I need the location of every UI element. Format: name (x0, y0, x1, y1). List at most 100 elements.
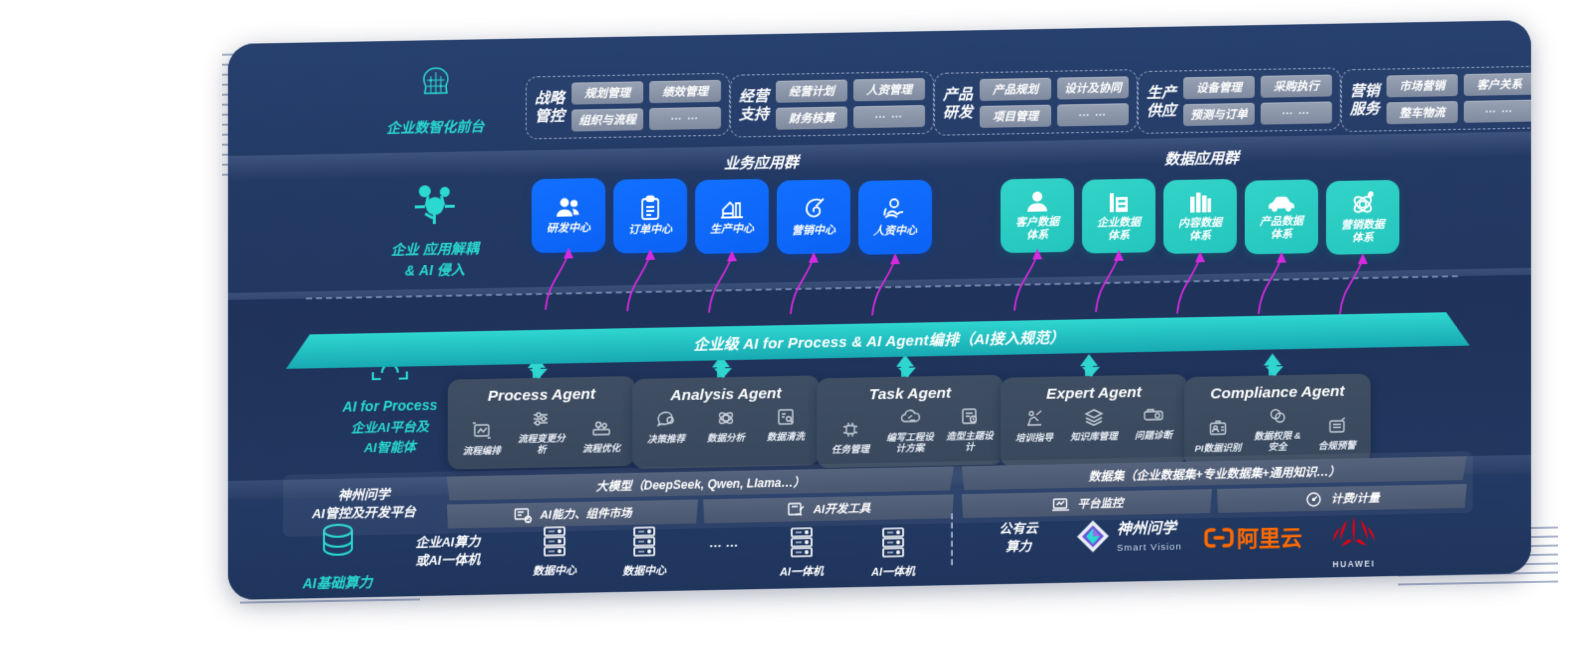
agent-arrow-icon (529, 368, 548, 380)
diagnose-icon (1143, 411, 1165, 428)
training-icon (1024, 414, 1044, 431)
data-card-enterprise[interactable]: 企业数据 体系 (1082, 178, 1156, 254)
platform-devtool-bar[interactable]: AI开发工具 (703, 494, 954, 523)
cloud-pen-icon (899, 413, 921, 430)
users-icon (555, 195, 583, 219)
agent-item-caption: 流程优化 (582, 442, 621, 455)
infra-enterprise-label: 企业AI算力 或AI一体机 (388, 532, 508, 570)
agent-item[interactable]: 数据权限 & 安全 (1250, 407, 1306, 454)
infra-node-aimachine-2[interactable]: AI一体机 (858, 526, 928, 580)
agent-item[interactable]: 培训指导 (1007, 408, 1063, 445)
brain-icon (348, 63, 523, 115)
logo-shenzhou[interactable]: 神州问学 Smart Vision (1075, 517, 1182, 560)
group-chip[interactable]: 规划管理 (571, 81, 644, 105)
app-card-label: 人资中心 (873, 225, 918, 238)
agent-item[interactable]: 知识库管理 (1066, 407, 1122, 444)
atom-gear-icon (716, 414, 736, 431)
platform-market-bar[interactable]: AI能力、组件市场 (447, 500, 698, 529)
platform-left-column: 大模型（DeepSeek, Qwen, Llama…） AI能力、组件市场 (447, 466, 954, 528)
agent-arrow-icon (898, 367, 917, 378)
agent-card-expert[interactable]: Expert Agent 培训指导 知识 (1000, 366, 1188, 468)
sidebar-label-front: 企业数智化前台 (386, 118, 485, 137)
infra-node-aimachine-1[interactable]: AI一体机 (767, 526, 837, 580)
sidebar-item-decouple: 企业 应用解耦 & AI 侵入 (340, 180, 530, 283)
business-apps-title: 业务应用群 (723, 154, 799, 173)
agent-item[interactable]: 问题诊断 (1126, 406, 1182, 443)
top-group-name: 生产 供应 (1146, 83, 1177, 120)
group-chip[interactable]: 采购执行 (1260, 74, 1333, 98)
group-chip[interactable]: 项目管理 (979, 104, 1052, 128)
group-chip[interactable]: 绩效管理 (649, 79, 722, 104)
app-card-label: 营销中心 (791, 224, 836, 238)
app-card-rd-center[interactable]: 研发中心 (531, 177, 606, 254)
top-group-strategy[interactable]: 战略 管控 规划管理 绩效管理 组织与流程 … … (525, 72, 730, 140)
people-analytics-icon (881, 196, 909, 222)
agent-card-analysis[interactable]: Analysis Agent 决策推荐 (632, 368, 820, 469)
app-card-hr-center[interactable]: 人资中心 (858, 179, 932, 255)
top-group-production-supply[interactable]: 生产 供应 设备管理 采购执行 预测与订单 … … (1137, 67, 1341, 134)
group-chip[interactable]: 预测与订单 (1183, 102, 1255, 127)
group-chip[interactable]: 设计及协同 (1057, 76, 1129, 100)
agent-item[interactable]: 流程变更分析 (514, 409, 570, 456)
sidebar-label-infra: AI基础算力 (302, 574, 373, 592)
top-group-product-rd[interactable]: 产品 研发 产品规划 设计及协同 项目管理 … … (933, 69, 1138, 136)
infra-enterprise-text: 企业AI算力 或AI一体机 (415, 533, 481, 568)
top-group-marketing-service[interactable]: 营销 服务 市场营销 客户关系 整车物流 … … (1340, 65, 1532, 133)
server-icon (541, 527, 569, 562)
group-chip[interactable]: 经营计划 (775, 79, 848, 103)
agent-arrow-icon (1082, 366, 1100, 378)
group-chip-more[interactable]: … … (853, 105, 926, 129)
agent-card-task[interactable]: Task Agent 任务管理 (816, 367, 1004, 469)
infra-node-datacenter-1[interactable]: 数据中心 (520, 525, 590, 580)
app-card-marketing-center[interactable]: 营销中心 (776, 179, 851, 255)
data-card-customer[interactable]: 客户数据 体系 (1000, 177, 1075, 254)
database-icon (250, 518, 425, 570)
group-chip-more[interactable]: … … (1057, 103, 1129, 127)
group-chip[interactable]: 市场营销 (1386, 74, 1458, 98)
app-card-production-center[interactable]: 生产中心 (695, 178, 769, 255)
group-chip[interactable]: 整车物流 (1386, 101, 1458, 125)
agent-item[interactable]: 决策推荐 (638, 410, 694, 447)
platform-monitor-bar[interactable]: 平台监控 (962, 489, 1212, 518)
top-group-operations[interactable]: 经营 支持 经营计划 人资管理 财务核算 … … (729, 70, 934, 138)
data-card-marketing[interactable]: 营销数据 体系 (1326, 179, 1400, 255)
agent-item[interactable]: 合规预警 (1309, 416, 1364, 453)
agent-item[interactable]: 造型主题设计 (942, 407, 998, 454)
logo-huawei[interactable]: HUAWEI (1331, 515, 1377, 570)
app-card-order-center[interactable]: 订单中心 (613, 178, 688, 254)
agent-item-caption: 数据权限 & 安全 (1253, 430, 1302, 453)
group-chip[interactable]: 产品规划 (979, 77, 1052, 102)
data-card-label: 营销数据 体系 (1340, 218, 1385, 244)
agent-card-process[interactable]: Process Agent 流程编排 流 (447, 368, 636, 470)
agent-item[interactable]: 数据清洗 (758, 407, 814, 444)
server-icon (630, 544, 658, 562)
agent-title: Analysis Agent (670, 385, 782, 405)
sliders-icon (532, 412, 552, 432)
agent-item[interactable]: 流程优化 (573, 419, 629, 456)
sidebar-label-decouple-1: 企业 应用解耦 (390, 240, 479, 259)
group-chip[interactable]: 组织与流程 (571, 108, 644, 132)
orchestration-label: 企业级 AI for Process & AI Agent编排（AI接入规范） (693, 329, 1065, 354)
clipboard-icon (638, 195, 662, 221)
platform-billing-bar[interactable]: 计费/计量 (1217, 484, 1467, 513)
group-chip-more[interactable]: … … (649, 106, 722, 131)
group-chip[interactable]: 财务核算 (775, 106, 848, 130)
group-chip-more[interactable]: … … (1260, 101, 1333, 125)
group-chip[interactable]: 人资管理 (853, 78, 926, 102)
data-card-product[interactable]: 产品数据 体系 (1244, 179, 1319, 255)
group-chip[interactable]: 设备管理 (1183, 75, 1255, 100)
platform-monitor-label: 平台监控 (1077, 497, 1124, 511)
agent-item[interactable]: PI数据识别 (1190, 418, 1246, 455)
platform-right-column: 数据集（企业数据集+专业数据集+通用知识…） 平台监控 (962, 456, 1467, 518)
agent-item[interactable]: 数据分析 (698, 409, 754, 446)
infra-node-datacenter-2[interactable]: 数据中心 (609, 525, 679, 580)
agent-item[interactable]: 流程编排 (454, 421, 510, 458)
agent-item-caption: 知识库管理 (1070, 431, 1118, 444)
group-chip[interactable]: 客户关系 (1463, 72, 1532, 96)
agent-item-caption: 流程编排 (462, 445, 501, 457)
agent-item[interactable]: 任务管理 (823, 420, 879, 457)
logo-aliyun[interactable]: 阿里云 (1204, 520, 1302, 554)
group-chip-more[interactable]: … … (1463, 99, 1532, 123)
data-card-content[interactable]: 内容数据 体系 (1163, 178, 1237, 254)
agent-item[interactable]: 编写工程设计方案 (882, 408, 938, 455)
